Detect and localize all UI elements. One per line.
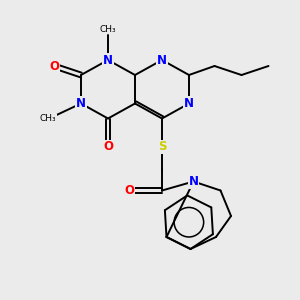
Text: N: N [188, 175, 199, 188]
Text: N: N [76, 97, 86, 110]
Text: O: O [103, 140, 113, 154]
Text: S: S [158, 140, 166, 154]
Text: O: O [49, 59, 59, 73]
Text: N: N [184, 97, 194, 110]
Text: N: N [103, 53, 113, 67]
Text: CH₃: CH₃ [40, 114, 56, 123]
Text: CH₃: CH₃ [100, 25, 116, 34]
Text: O: O [124, 184, 134, 197]
Text: N: N [157, 53, 167, 67]
